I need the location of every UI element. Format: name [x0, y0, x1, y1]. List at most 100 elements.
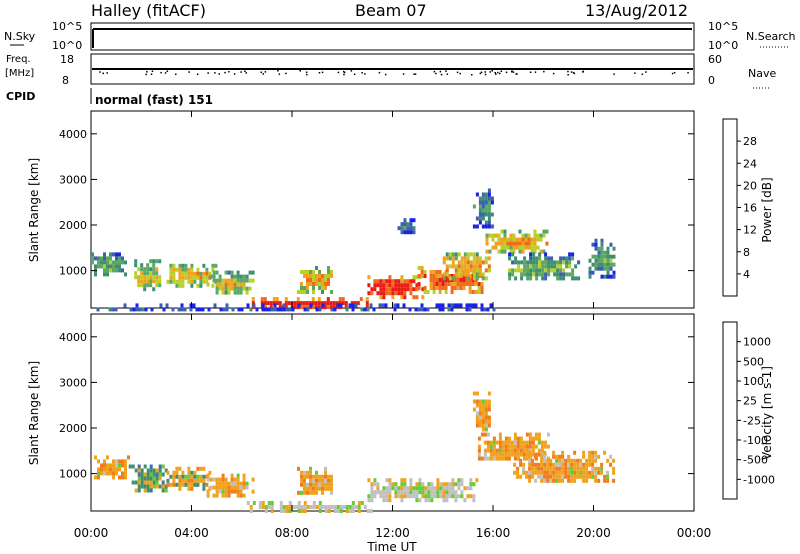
range-time-cell	[488, 233, 492, 238]
range-time-cell	[318, 501, 322, 505]
range-time-cell	[559, 256, 563, 261]
range-time-cell	[367, 275, 371, 280]
range-time-cell	[486, 448, 490, 453]
range-time-cell	[272, 297, 276, 302]
range-time-cell	[187, 482, 191, 487]
range-time-cell	[193, 478, 197, 483]
range-time-cell	[524, 233, 528, 238]
range-time-cell	[537, 474, 541, 479]
range-time-cell	[547, 272, 551, 277]
range-time-cell	[532, 260, 536, 265]
range-time-cell	[140, 476, 144, 481]
range-time-cell	[490, 224, 494, 229]
range-time-cell	[588, 258, 592, 263]
range-time-cell	[430, 482, 434, 487]
range-time-cell	[353, 301, 357, 306]
range-time-cell	[397, 486, 401, 491]
range-time-cell	[103, 272, 106, 277]
range-time-cell	[522, 466, 526, 471]
range-time-cell	[498, 432, 502, 437]
range-time-cell	[300, 482, 303, 487]
range-time-cell	[582, 462, 586, 467]
range-time-cell	[112, 252, 115, 257]
range-time-cell	[528, 444, 532, 449]
range-time-cell	[379, 283, 383, 288]
nave-point	[491, 70, 493, 72]
range-time-cell	[552, 474, 556, 479]
range-time-cell	[252, 501, 256, 505]
range-time-cell	[373, 478, 377, 483]
range-time-cell	[118, 252, 121, 257]
range-time-cell	[299, 301, 303, 306]
range-time-cell	[379, 494, 383, 499]
range-time-cell	[609, 462, 613, 467]
range-time-cell	[181, 474, 185, 479]
range-time-cell	[432, 278, 436, 282]
range-time-cell	[606, 262, 610, 267]
range-time-cell	[149, 472, 153, 477]
range-time-cell	[549, 458, 553, 463]
range-time-cell	[585, 478, 589, 483]
range-time-cell	[544, 268, 548, 273]
range-time-cell	[227, 485, 231, 490]
range-time-cell	[508, 268, 512, 273]
range-time-cell	[202, 466, 206, 471]
range-time-cell	[524, 237, 528, 242]
range-time-cell	[511, 268, 515, 273]
range-time-cell	[515, 237, 519, 242]
nave-point	[378, 71, 381, 74]
range-time-cell	[516, 466, 520, 471]
range-time-cell	[158, 275, 162, 280]
range-time-cell	[149, 283, 153, 288]
range-time-cell	[522, 444, 526, 449]
range-time-cell	[278, 305, 282, 310]
range-time-cell	[541, 260, 545, 265]
range-time-cell	[370, 486, 374, 491]
range-time-cell	[529, 252, 533, 257]
range-time-cell	[224, 282, 228, 287]
range-time-cell	[403, 295, 407, 300]
range-time-cell	[508, 272, 512, 277]
range-time-cell	[140, 275, 144, 280]
range-time-cell	[303, 286, 306, 290]
range-time-cell	[540, 478, 544, 483]
range-time-cell	[400, 494, 404, 499]
range-time-cell	[202, 279, 206, 284]
range-time-cell	[489, 444, 493, 449]
range-time-cell	[498, 444, 502, 449]
range-time-cell	[432, 274, 436, 278]
range-time-cell	[400, 291, 404, 296]
range-time-cell	[448, 276, 452, 281]
range-time-cell	[457, 268, 461, 273]
range-time-cell	[579, 466, 583, 471]
range-time-cell	[546, 458, 550, 463]
range-time-cell	[97, 256, 100, 261]
range-time-cell	[348, 303, 352, 308]
range-time-cell	[245, 278, 249, 283]
range-time-cell	[612, 246, 616, 251]
range-time-cell	[487, 419, 491, 424]
range-time-cell	[489, 303, 493, 308]
range-time-cell	[109, 252, 112, 257]
range-time-cell	[135, 303, 139, 308]
range-time-cell	[603, 478, 607, 483]
range-time-cell	[175, 466, 179, 471]
x-tick-label: 12:00	[375, 526, 410, 540]
range-time-cell	[155, 472, 159, 477]
range-time-cell	[433, 494, 437, 499]
range-time-cell	[249, 505, 253, 509]
range-time-cell	[230, 473, 234, 478]
range-time-cell	[594, 454, 598, 459]
range-time-cell	[406, 222, 410, 227]
range-time-cell	[199, 466, 203, 471]
range-time-cell	[487, 208, 491, 213]
range-time-cell	[415, 275, 419, 280]
range-time-cell	[300, 286, 303, 290]
range-time-cell	[379, 295, 383, 300]
nsky-label: N.Sky	[4, 30, 36, 43]
range-time-cell	[112, 260, 115, 265]
range-time-cell	[215, 290, 219, 295]
range-time-cell	[436, 490, 440, 495]
range-time-cell	[342, 505, 346, 509]
range-time-cell	[600, 462, 604, 467]
